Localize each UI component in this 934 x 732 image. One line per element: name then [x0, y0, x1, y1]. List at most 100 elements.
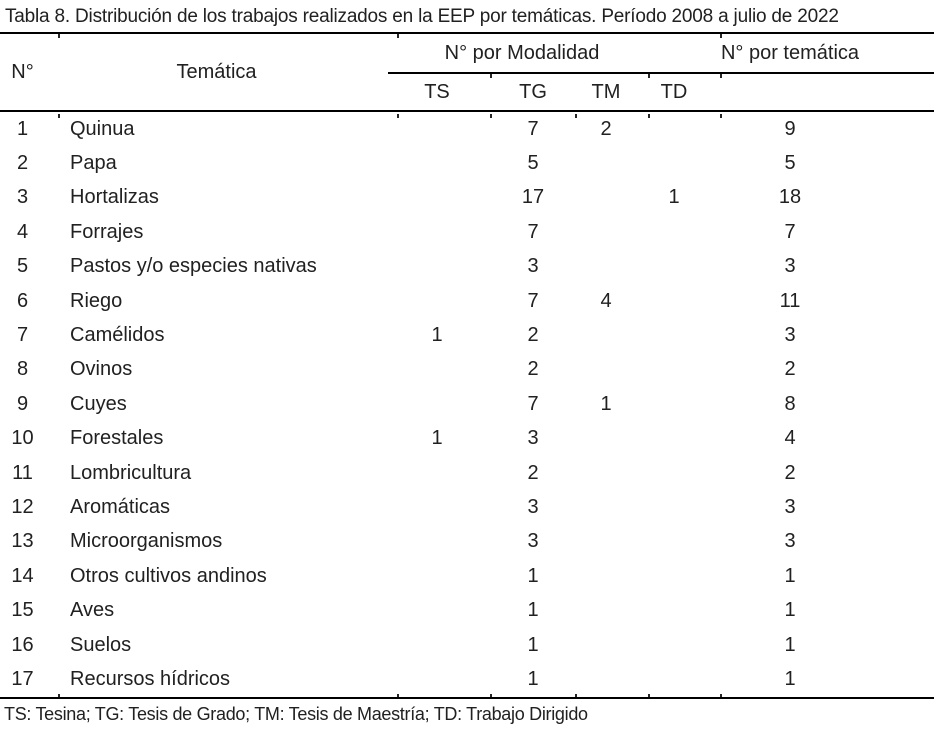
- row-tg-count: 2: [527, 358, 539, 381]
- row-tg-count: 2: [527, 461, 539, 484]
- rule-tick: [648, 114, 650, 118]
- row-topic: Quinua: [70, 117, 135, 140]
- row-ts-count: [388, 628, 486, 662]
- header-td: TD: [632, 74, 716, 112]
- row-total-count: 2: [784, 461, 796, 484]
- table-row: 11 Lombricultura 2 2: [0, 456, 934, 490]
- table-row: 12 Aromáticas 3 3: [0, 490, 934, 524]
- row-number: 12: [11, 495, 34, 518]
- row-tm-count: [580, 318, 632, 352]
- row-total-count: 1: [784, 564, 796, 587]
- row-ts-count: [388, 387, 486, 421]
- row-total-count: 2: [784, 358, 796, 381]
- row-ts-count: [388, 559, 486, 593]
- row-td-count: [632, 525, 716, 559]
- row-tm-count: [580, 628, 632, 662]
- row-td-count: [632, 284, 716, 318]
- table-body: 1 Quinua 7 2 9 2 Papa 5 5 3: [0, 112, 934, 699]
- table-row: 16 Suelos 1 1: [0, 628, 934, 662]
- row-tm-count: [580, 662, 632, 699]
- header-ts: TS: [388, 74, 486, 112]
- rule-tick: [720, 114, 722, 118]
- row-ts-count: 1: [431, 427, 443, 450]
- row-topic: Pastos y/o especies nativas: [70, 255, 317, 278]
- row-tg-count: 7: [527, 289, 539, 312]
- rule-tick: [58, 114, 60, 118]
- row-td-count: [632, 422, 716, 456]
- row-topic: Cuyes: [70, 392, 127, 415]
- row-td-count: [632, 628, 716, 662]
- row-tg-count: 7: [527, 220, 539, 243]
- row-td-count: [632, 593, 716, 627]
- row-number: 4: [16, 220, 29, 243]
- row-total-count: 18: [778, 186, 802, 209]
- rule-tick: [575, 694, 577, 698]
- row-topic: Forrajes: [70, 220, 144, 243]
- header-total-spacer: [716, 74, 934, 112]
- row-tm-count: [580, 146, 632, 180]
- rule-tick: [648, 694, 650, 698]
- row-number: 7: [16, 324, 29, 347]
- table-row: 17 Recursos hídricos 1 1: [0, 662, 934, 699]
- row-topic: Aves: [70, 599, 115, 622]
- row-topic: Aromáticas: [70, 495, 171, 518]
- row-tg-count: 7: [527, 392, 539, 415]
- row-total-count: 9: [784, 117, 796, 140]
- table-footnote: TS: Tesina; TG: Tesis de Grado; TM: Tesi…: [4, 703, 588, 724]
- row-td-count: [632, 456, 716, 490]
- row-number: 15: [11, 599, 34, 622]
- row-ts-count: 1: [431, 324, 443, 347]
- header-tm: TM: [580, 74, 632, 112]
- row-td-count: [632, 215, 716, 249]
- row-number: 9: [16, 392, 29, 415]
- row-number: 3: [16, 186, 29, 209]
- row-total-count: 5: [784, 152, 796, 175]
- row-total-count: 1: [716, 662, 934, 699]
- rule-tick: [397, 34, 399, 38]
- row-topic: Suelos: [70, 633, 132, 656]
- row-tg-count: 1: [527, 599, 539, 622]
- row-td-count: [632, 250, 716, 284]
- table-row: 15 Aves 1 1: [0, 593, 934, 627]
- table-row: 4 Forrajes 7 7: [0, 215, 934, 249]
- table-row: 8 Ovinos 2 2: [0, 353, 934, 387]
- row-topic: Hortalizas: [70, 186, 159, 209]
- row-total-count: 3: [784, 495, 796, 518]
- table-row: 2 Papa 5 5: [0, 146, 934, 180]
- row-number: 16: [11, 633, 34, 656]
- row-ts-count: [388, 181, 486, 215]
- table-title: Tabla 8. Distribución de los trabajos re…: [0, 0, 934, 34]
- row-number: 6: [16, 289, 29, 312]
- header-total-per-topic: N° por temática: [716, 34, 934, 74]
- table-row: 10 Forestales 1 3 4: [0, 422, 934, 456]
- rule-tick: [720, 74, 722, 78]
- row-tg-count: 3: [527, 530, 539, 553]
- row-topic: Lombricultura: [70, 461, 192, 484]
- row-number: 1: [16, 117, 29, 140]
- table-row: 6 Riego 7 4 11: [0, 284, 934, 318]
- row-tg-count: 17: [521, 186, 545, 209]
- row-number: 2: [16, 152, 29, 175]
- row-ts-count: [388, 250, 486, 284]
- row-tm-count: [580, 181, 632, 215]
- row-td-count: [632, 662, 716, 699]
- row-number: 8: [16, 358, 29, 381]
- row-tg-count: 7: [527, 117, 539, 140]
- row-ts-count: [388, 146, 486, 180]
- rule-tick: [397, 694, 399, 698]
- row-tm-count: [580, 250, 632, 284]
- row-topic: Forestales: [70, 427, 164, 450]
- row-total-count: 3: [784, 324, 796, 347]
- row-tm-count: [580, 593, 632, 627]
- table-row: 3 Hortalizas 17 1 18: [0, 181, 934, 215]
- row-total-count: 7: [784, 220, 796, 243]
- rule-tick: [58, 34, 60, 38]
- data-table: N° Temática N° por Modalidad N° por temá…: [0, 34, 934, 699]
- rule-tick: [575, 114, 577, 118]
- row-tg-count: 5: [527, 152, 539, 175]
- row-tm-count: [580, 353, 632, 387]
- row-total-count: 8: [784, 392, 796, 415]
- row-ts-count: [388, 353, 486, 387]
- row-td-count: [632, 318, 716, 352]
